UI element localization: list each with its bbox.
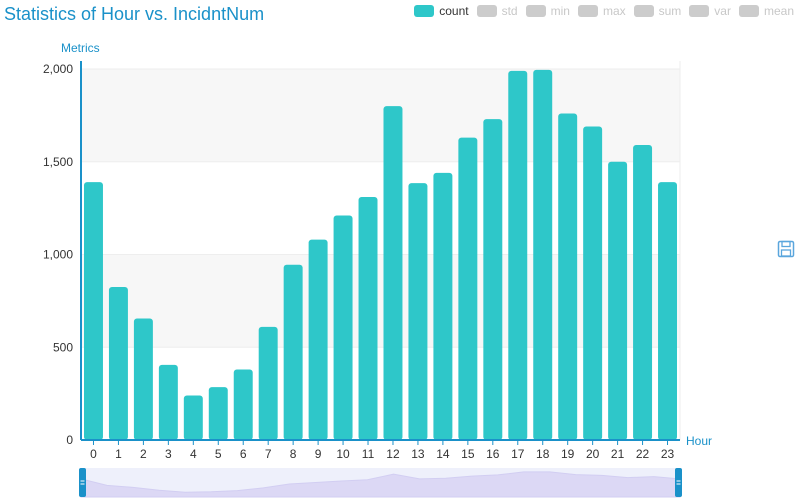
x-tick-label: 5 [215, 447, 222, 461]
bar-20[interactable] [583, 126, 603, 440]
legend-swatch [525, 5, 546, 17]
zoom-handle[interactable] [79, 468, 86, 497]
zoom-preview-area [80, 471, 681, 498]
bar-2[interactable] [133, 318, 153, 440]
legend-item-min[interactable]: min [525, 4, 570, 18]
legend-item-sum[interactable]: sum [633, 4, 682, 18]
bar-0[interactable] [83, 182, 103, 440]
data-zoom-slider[interactable] [79, 468, 682, 498]
x-tick-label: 19 [561, 447, 575, 461]
legend-item-std[interactable]: std [476, 4, 518, 18]
bar-16[interactable] [483, 119, 503, 441]
x-tick-label: 8 [290, 447, 297, 461]
legend-swatch [633, 5, 654, 17]
y-tick-label: 500 [53, 340, 73, 354]
bar-3[interactable] [158, 364, 178, 440]
bar-13[interactable] [408, 183, 428, 440]
bar-11[interactable] [358, 196, 378, 440]
bar-17[interactable] [508, 70, 528, 440]
bar-8[interactable] [283, 264, 303, 440]
x-tick-label: 3 [165, 447, 172, 461]
grid-band [81, 161, 680, 255]
bar-14[interactable] [433, 172, 453, 440]
bar-10[interactable] [333, 215, 353, 440]
x-tick-label: 17 [511, 447, 525, 461]
bar-22[interactable] [633, 145, 653, 440]
bar-9[interactable] [308, 239, 328, 440]
save-icon[interactable] [777, 240, 795, 258]
x-tick-label: 23 [661, 447, 675, 461]
x-tick-label: 4 [190, 447, 197, 461]
legend-item-mean[interactable]: mean [738, 4, 794, 18]
legend-label: max [602, 4, 626, 18]
y-axis-label: Metrics [61, 41, 100, 55]
x-tick-label: 12 [386, 447, 400, 461]
legend: count std min max sum var mean [414, 4, 794, 18]
bar-21[interactable] [608, 161, 628, 440]
bar-4[interactable] [183, 395, 203, 440]
legend-item-var[interactable]: var [689, 4, 731, 18]
legend-swatch [689, 5, 710, 17]
zoom-handle[interactable] [675, 468, 682, 497]
x-tick-label: 21 [611, 447, 625, 461]
bar-15[interactable] [458, 137, 478, 440]
x-tick-label: 10 [336, 447, 350, 461]
legend-label: std [501, 4, 518, 18]
x-tick-label: 14 [436, 447, 450, 461]
y-tick-label: 1,500 [43, 155, 73, 169]
y-tick-label: 0 [66, 433, 73, 447]
x-tick-label: 22 [636, 447, 650, 461]
grid-band [81, 69, 680, 162]
grid-band [81, 347, 680, 440]
zoom-track [81, 468, 680, 497]
x-tick-label: 11 [362, 447, 375, 461]
legend-item-count[interactable]: count [414, 4, 469, 18]
legend-item-max[interactable]: max [577, 4, 626, 18]
legend-label: min [550, 4, 570, 18]
chart-title: Statistics of Hour vs. IncidntNum [4, 4, 265, 24]
bar-19[interactable] [558, 113, 578, 441]
x-tick-label: 16 [486, 447, 500, 461]
x-axis-label: Hour [686, 434, 712, 448]
legend-label: sum [658, 4, 682, 18]
x-tick-label: 15 [461, 447, 475, 461]
legend-label: count [439, 4, 469, 18]
x-tick-label: 13 [411, 447, 425, 461]
bar-12[interactable] [383, 106, 403, 440]
bar-23[interactable] [658, 182, 678, 440]
legend-label: var [714, 4, 731, 18]
bar-6[interactable] [233, 369, 253, 440]
legend-swatch [414, 5, 435, 17]
y-tick-label: 1,000 [43, 248, 73, 262]
x-tick-label: 9 [315, 447, 322, 461]
legend-swatch [738, 5, 759, 17]
bar-1[interactable] [108, 286, 128, 440]
x-tick-label: 2 [140, 447, 147, 461]
bar-18[interactable] [533, 69, 553, 441]
x-tick-label: 1 [115, 447, 122, 461]
x-tick-label: 0 [90, 447, 97, 461]
x-tick-label: 18 [536, 447, 550, 461]
grid-band [81, 254, 680, 348]
y-tick-label: 2,000 [43, 62, 73, 76]
legend-swatch [476, 5, 497, 17]
bar-5[interactable] [208, 387, 228, 440]
x-tick-label: 6 [240, 447, 247, 461]
x-tick-label: 20 [586, 447, 600, 461]
x-tick-label: 7 [265, 447, 272, 461]
bar-7[interactable] [258, 326, 278, 440]
legend-label: mean [763, 4, 794, 18]
legend-swatch [577, 5, 598, 17]
